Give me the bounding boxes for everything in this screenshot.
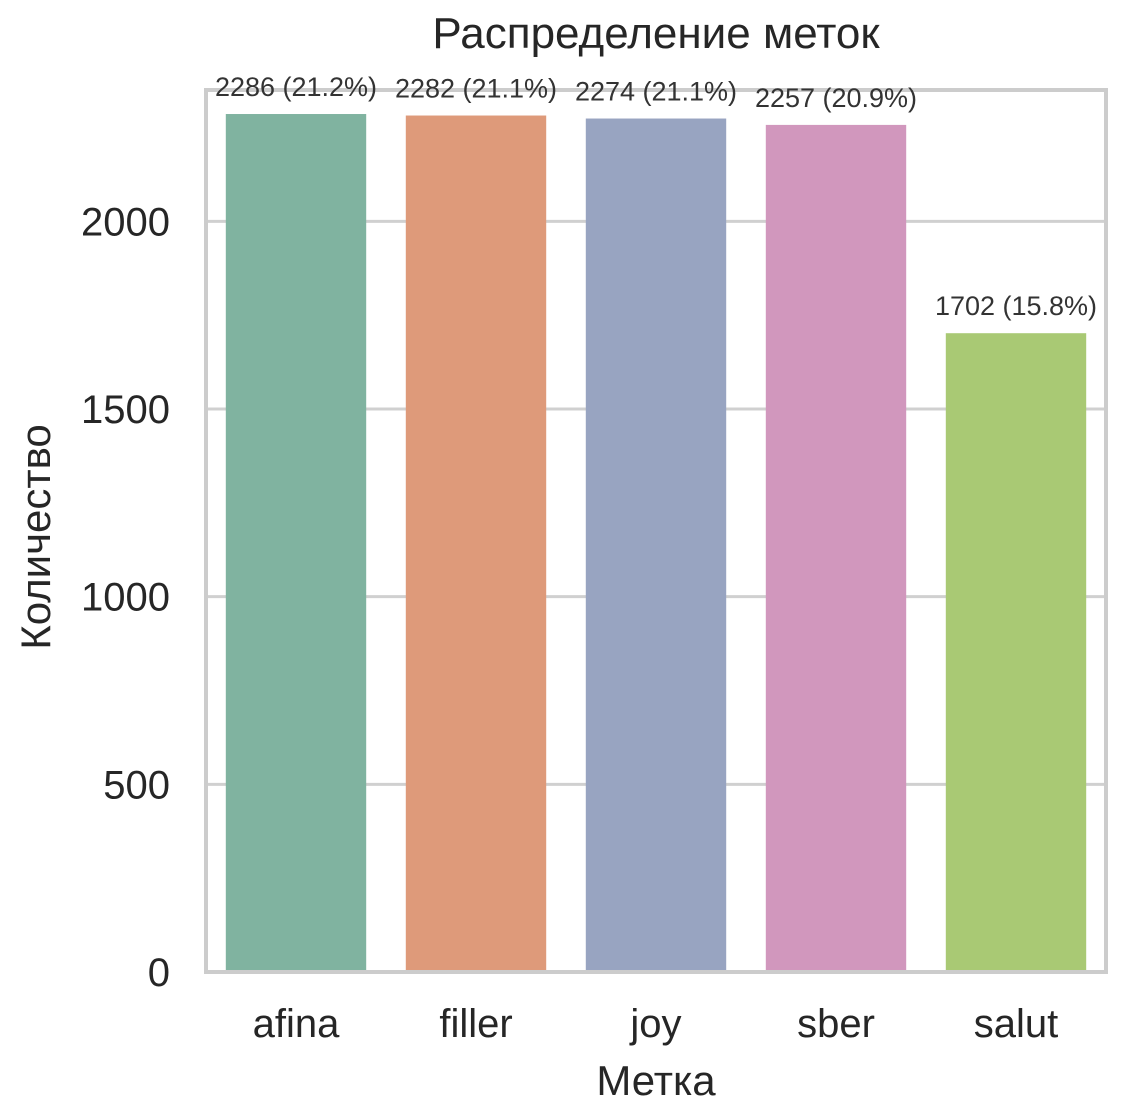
x-tick-label-salut: salut [974,1002,1059,1046]
plot-frame [204,88,1108,974]
data-label-sber: 2257 (20.9%) [755,83,917,113]
data-labels: 2286 (21.2%) 2282 (21.1%) 2274 (21.1%) 2257… [215,72,1097,321]
y-tick-label: 0 [148,951,170,995]
bar-filler [405,115,547,972]
y-tick-label: 1500 [81,388,170,432]
x-axis-label: Метка [596,1057,716,1104]
chart-title: Распределение меток [432,9,880,58]
data-label-filler: 2282 (21.1%) [395,74,557,104]
x-tick-label-filler: filler [439,1002,512,1046]
y-tick-labels: 0 500 1000 1500 2000 [81,200,170,995]
bar-joy [585,118,727,973]
y-tick-label: 2000 [81,200,170,244]
x-tick-labels: afina filler joy sber salut [253,1002,1059,1046]
data-label-afina: 2286 (21.2%) [215,72,377,102]
bar-sber [765,124,907,973]
x-tick-label-joy: joy [629,1002,681,1046]
data-label-salut: 1702 (15.8%) [935,291,1097,321]
bar-afina [225,114,367,972]
data-label-joy: 2274 (21.1%) [575,77,737,107]
x-tick-label-afina: afina [253,1002,340,1046]
bars [225,114,1087,973]
y-axis-label: Количество [12,424,59,650]
y-tick-label: 500 [103,763,170,807]
bar-salut [945,333,1087,973]
x-tick-label-sber: sber [797,1002,875,1046]
y-tick-label: 1000 [81,576,170,620]
